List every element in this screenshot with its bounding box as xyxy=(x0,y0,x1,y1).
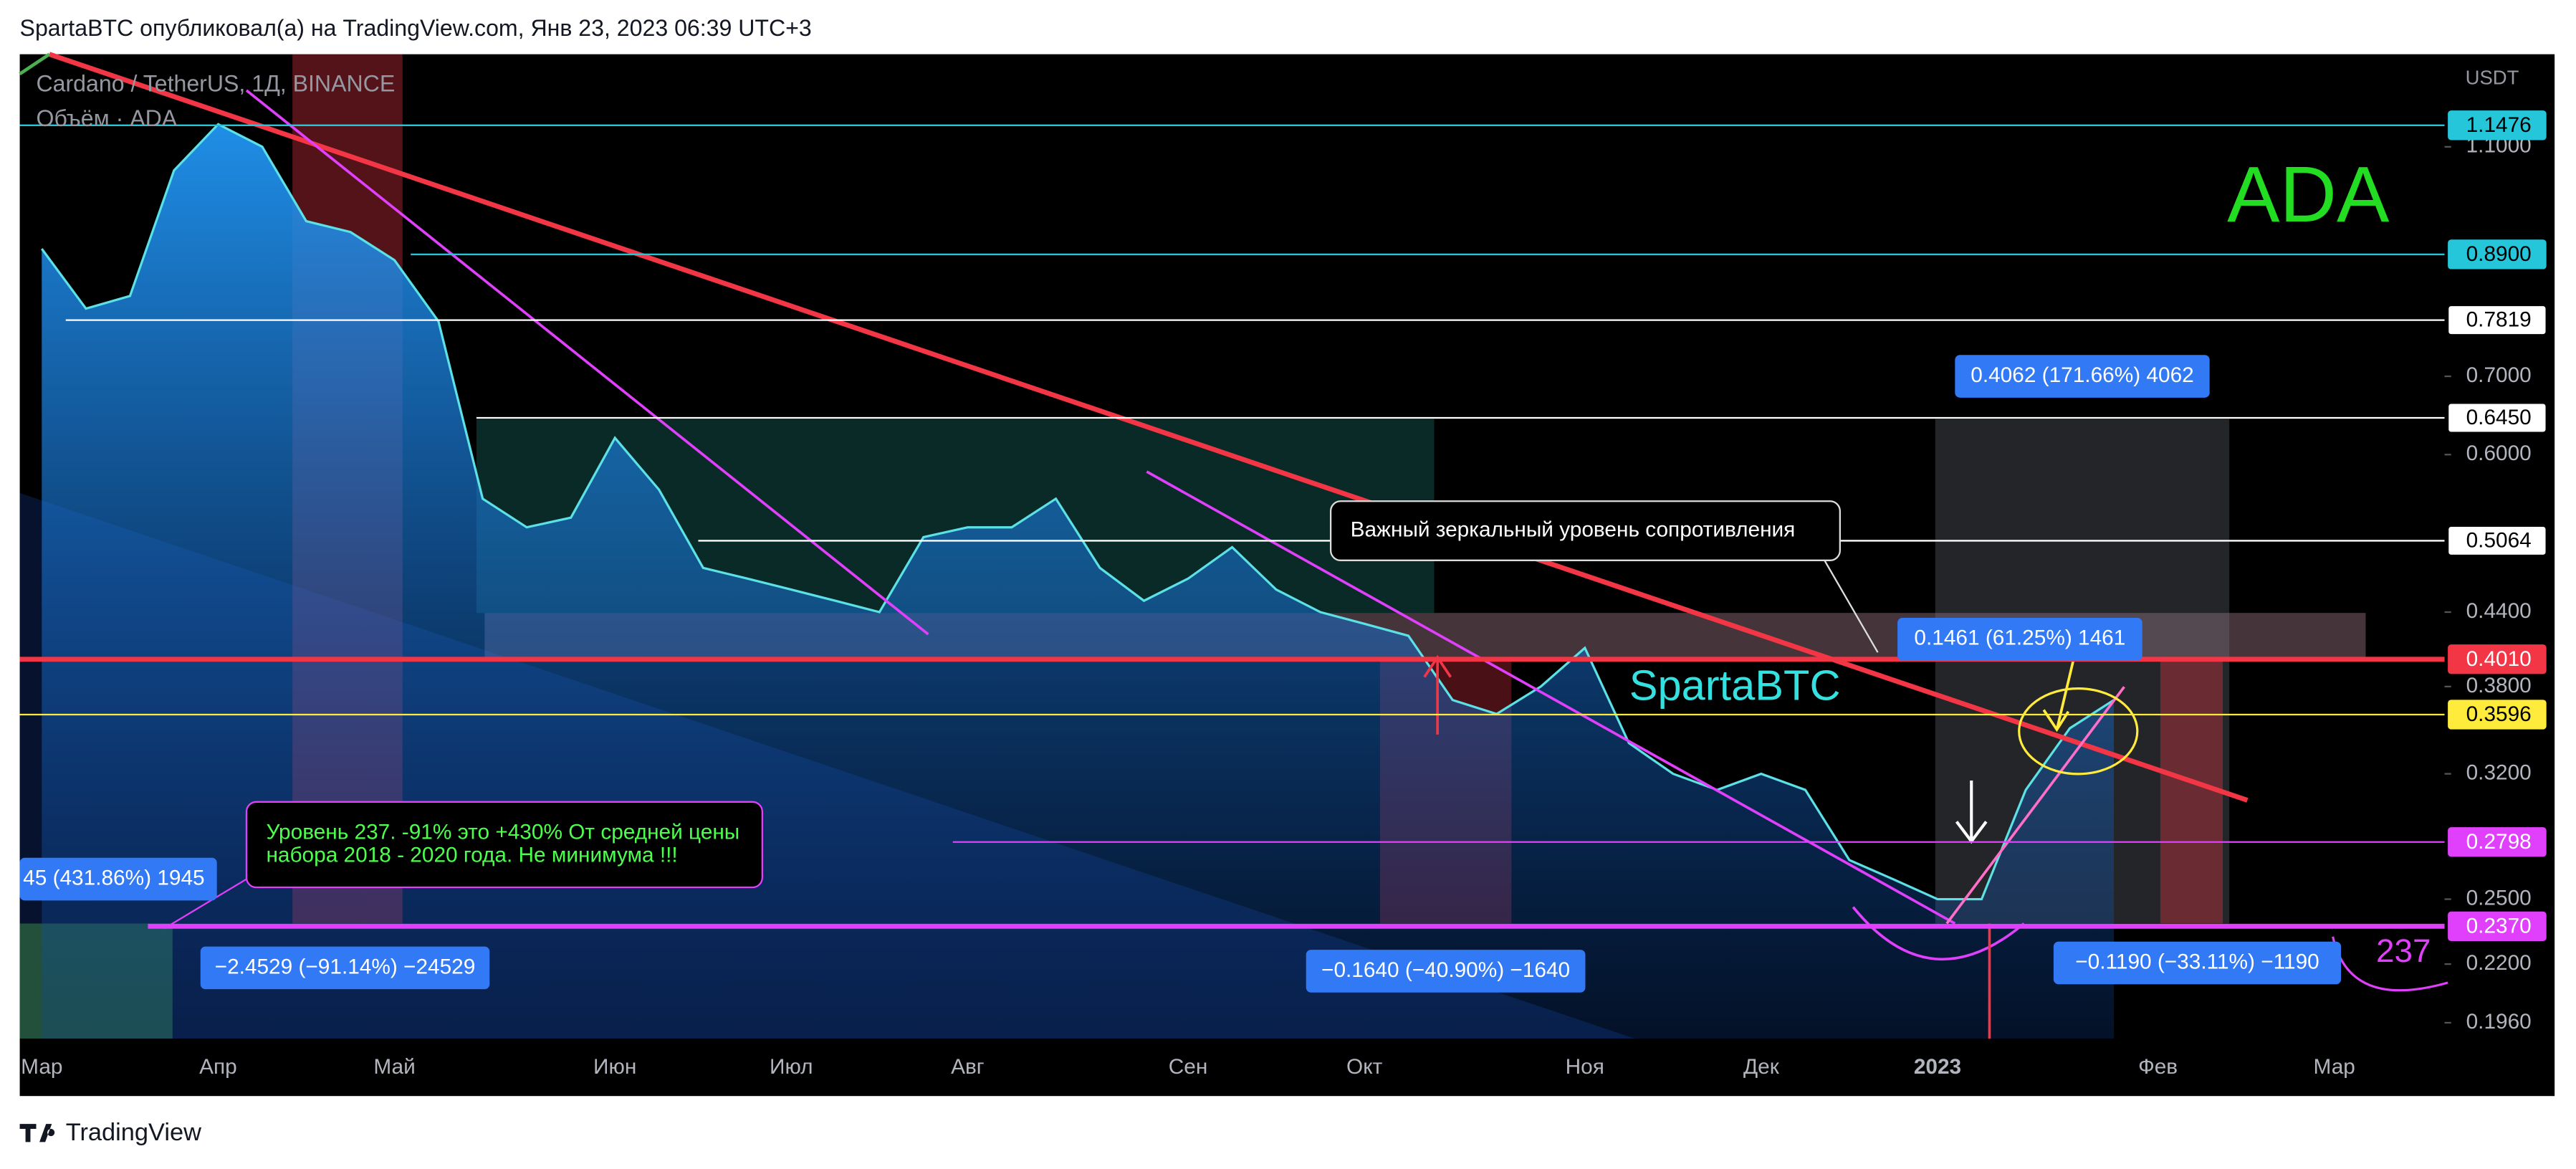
arrow xyxy=(2042,660,2075,733)
y-tick-label: 0.2500 xyxy=(2466,886,2532,910)
x-tick-label: Авг xyxy=(951,1055,985,1079)
y-tick-label: 0.4400 xyxy=(2466,599,2532,623)
watermark: SpartaBTC xyxy=(1629,661,1841,709)
y-tick-label: 0.3200 xyxy=(2466,761,2532,785)
measure-label: 45 (431.86%) 1945 xyxy=(23,866,204,889)
trendline xyxy=(1146,470,1956,925)
level-tag xyxy=(2448,700,2547,730)
level-label: 0.3596 xyxy=(2466,702,2532,726)
level-label: 0.6450 xyxy=(2466,406,2532,429)
level-label: 0.2798 xyxy=(2466,830,2532,854)
measure-label: −0.1190 (−33.11%) −1190 xyxy=(2075,950,2319,973)
axis-unit: USDT xyxy=(2466,66,2519,88)
volume-title: Объём · ADA xyxy=(36,105,177,131)
x-tick-label: Июн xyxy=(593,1055,636,1079)
x-tick-label: 2023 xyxy=(1914,1055,1961,1079)
trendline xyxy=(48,52,2249,803)
callout-pointer xyxy=(1822,558,1879,653)
level-tag xyxy=(2448,239,2547,269)
level-label: 1.1476 xyxy=(2466,113,2532,137)
measure-label: 0.1461 (61.25%) 1461 xyxy=(1914,626,2125,650)
brand: TradingView xyxy=(19,1119,201,1146)
symbol-title: Cardano / TetherUS, 1Д, BINANCE xyxy=(36,71,395,97)
y-tick-label: 0.7000 xyxy=(2466,363,2532,387)
note-text: набора 2018 - 2020 года. Не минимума !!! xyxy=(266,843,677,867)
labels: 1.10000.70000.60000.44000.38000.32000.25… xyxy=(19,110,2547,1079)
measure-box xyxy=(1955,355,2210,398)
trendline xyxy=(1945,686,2125,925)
measure-box xyxy=(1897,618,2142,661)
y-tick-label: 0.3800 xyxy=(2466,674,2532,697)
x-tick-label: Окт xyxy=(1346,1055,1383,1079)
handwritten-label: 237 xyxy=(2376,932,2431,969)
price-line xyxy=(40,123,2115,901)
header-text: SpartaBTC опубликовал(а) на TradingView.… xyxy=(20,15,812,41)
level-label: 0.7819 xyxy=(2466,308,2532,332)
level-tag xyxy=(2446,525,2547,557)
level-tag xyxy=(2448,911,2547,941)
level-label: 0.8900 xyxy=(2466,242,2532,266)
measure-box xyxy=(200,946,490,990)
note-text: Важный зеркальный уровень сопротивления xyxy=(1351,517,1796,541)
ellipse xyxy=(2018,687,2139,776)
big-symbol: ADA xyxy=(2227,151,2390,239)
measure-label: −0.1640 (−40.90%) −1640 xyxy=(1321,958,1570,982)
x-tick-label: Фев xyxy=(2138,1055,2178,1079)
trendline xyxy=(245,89,929,636)
level-label: 0.5064 xyxy=(2466,528,2532,552)
y-tick-label: 0.6000 xyxy=(2466,442,2532,465)
level-tag xyxy=(2448,110,2547,140)
y-tick-label: 0.1960 xyxy=(2466,1010,2532,1034)
measure-box xyxy=(1306,950,1586,993)
level-tag xyxy=(2448,827,2547,857)
level-tag xyxy=(2446,304,2547,336)
measure-box xyxy=(19,857,217,901)
note-box xyxy=(1329,500,1841,561)
note-text: Уровень 237. -91% это +430% От средней ц… xyxy=(266,820,739,844)
x-tick-label: Май xyxy=(373,1055,415,1079)
x-tick-label: Ноя xyxy=(1566,1055,1604,1079)
brand-name: TradingView xyxy=(66,1119,201,1146)
x-tick-label: Мар xyxy=(21,1055,62,1079)
x-tick-label: Дек xyxy=(1743,1055,1780,1079)
x-tick-label: Апр xyxy=(199,1055,237,1079)
level-label: 0.4010 xyxy=(2466,647,2532,671)
x-tick-label: Июл xyxy=(770,1055,813,1079)
trendline xyxy=(19,52,51,76)
level-tag xyxy=(2446,402,2547,434)
level-label: 0.2370 xyxy=(2466,914,2532,937)
level-tag xyxy=(2448,644,2547,674)
brand-logo xyxy=(19,1124,55,1142)
measure-label: −2.4529 (−91.14%) −24529 xyxy=(215,955,476,978)
x-tick-label: Сен xyxy=(1169,1055,1208,1079)
y-tick-label: 0.2200 xyxy=(2466,951,2532,975)
x-tick-label: Мар xyxy=(2314,1055,2355,1079)
measure-box xyxy=(2053,941,2342,985)
measure-label: 0.4062 (171.66%) 4062 xyxy=(1971,363,2193,387)
note-box xyxy=(245,801,763,889)
callout-pointer xyxy=(163,878,247,930)
